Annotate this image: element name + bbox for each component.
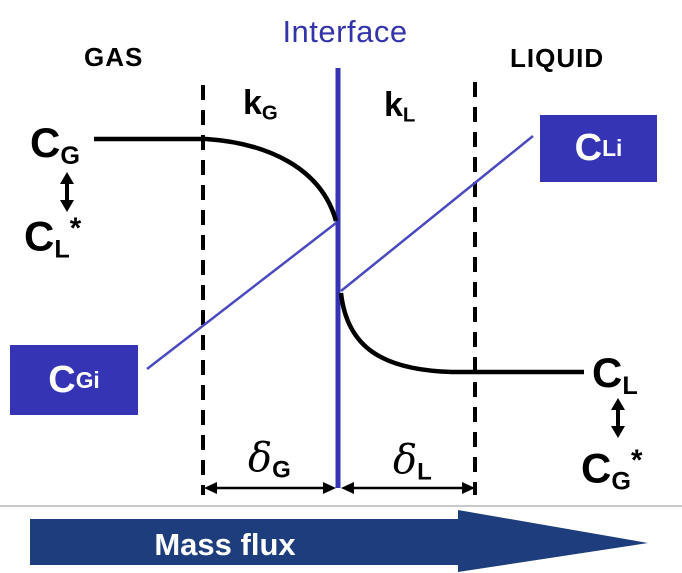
cli-pointer-line xyxy=(340,135,534,292)
gas-region-label: GAS xyxy=(84,42,144,72)
gas-equilibrium-updown-arrow xyxy=(60,172,74,212)
delta-g-arrow xyxy=(204,482,336,494)
cgi-box: C Gi xyxy=(10,345,138,415)
gas-profile-curve xyxy=(94,136,339,222)
cgi-pointer-line xyxy=(146,222,337,370)
kl-label-sub: L xyxy=(402,104,416,127)
cg-star-label-sub: G xyxy=(611,467,631,496)
cl-star-label-sub: L xyxy=(54,235,70,264)
cl-label: CL xyxy=(592,352,638,399)
cl-star-label: CL* xyxy=(24,214,81,263)
delta-l-label-sub: L xyxy=(417,458,432,486)
cl-star-label-sup: * xyxy=(69,212,82,245)
delta-g-label-base: δ xyxy=(248,435,273,481)
kg-label-base: k xyxy=(243,84,262,122)
delta-g-label-sub: G xyxy=(272,456,291,484)
mass-flux-arrow xyxy=(30,510,648,572)
cg-label: CG xyxy=(30,122,80,169)
cg-label-base: C xyxy=(30,119,61,166)
cl-label-sub: L xyxy=(622,372,638,401)
interface-title: Interface xyxy=(282,14,408,49)
delta-l-arrow xyxy=(341,482,475,494)
cg-label-sub: G xyxy=(60,142,80,171)
cli-box-sub: Li xyxy=(602,135,623,161)
kg-label-sub: G xyxy=(261,102,278,125)
cl-star-label-base: C xyxy=(24,212,55,260)
kg-label: kG xyxy=(243,86,278,124)
cg-star-label: CG* xyxy=(581,446,642,495)
delta-g-label: δG xyxy=(248,438,291,483)
liquid-profile-curve xyxy=(338,292,584,375)
cgi-box-sub: Gi xyxy=(75,366,100,393)
kl-label: kL xyxy=(384,88,415,126)
cg-star-label-base: C xyxy=(581,444,612,492)
kl-label-base: k xyxy=(384,86,403,124)
cl-label-base: C xyxy=(592,349,623,396)
cgi-box-base: C xyxy=(48,358,76,401)
cg-star-label-sup: * xyxy=(630,444,643,477)
cli-box-base: C xyxy=(574,127,603,169)
liquid-region-label: LIQUID xyxy=(510,43,605,73)
mass-flux-label: Mass flux xyxy=(154,527,296,562)
liquid-equilibrium-updown-arrow xyxy=(611,398,625,438)
cli-box: C Li xyxy=(540,115,657,182)
delta-l-label-base: δ xyxy=(393,437,418,483)
delta-l-label: δL xyxy=(393,440,432,485)
